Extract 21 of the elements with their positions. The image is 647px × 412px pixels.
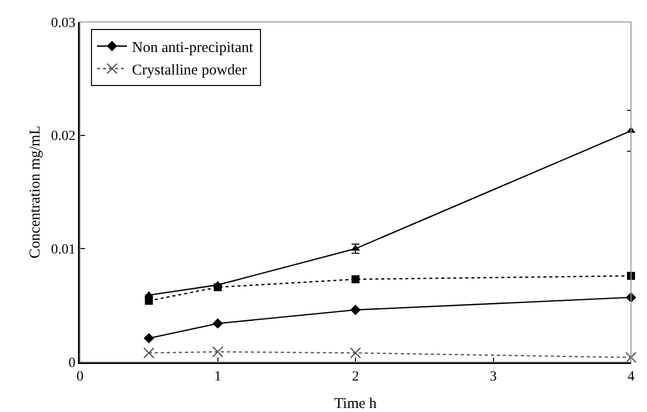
point: [144, 296, 153, 305]
point: [143, 347, 154, 359]
y-tick-label: 0.02: [50, 129, 76, 144]
legend-label: Crystalline powder: [132, 62, 247, 78]
x-tick-label: 3: [490, 370, 497, 385]
point: [352, 275, 360, 284]
point: [212, 346, 224, 358]
y-tick-label: 0.01: [50, 242, 76, 258]
x-tick-label: 2: [352, 370, 359, 385]
y-tick-label: 0.03: [50, 16, 76, 31]
legend-label: Non anti-precipitant: [132, 40, 254, 56]
y-tick-label: 0: [68, 356, 76, 371]
y-axis-title: Concentration mg/mL: [28, 126, 44, 258]
point: [350, 347, 362, 359]
point: [144, 333, 154, 344]
x-axis-title: Time h: [334, 396, 378, 412]
x-tick-label: 1: [214, 370, 222, 385]
point: [350, 304, 361, 316]
point: [625, 352, 637, 364]
x-tick-label: 4: [628, 370, 634, 385]
point: [212, 318, 223, 329]
